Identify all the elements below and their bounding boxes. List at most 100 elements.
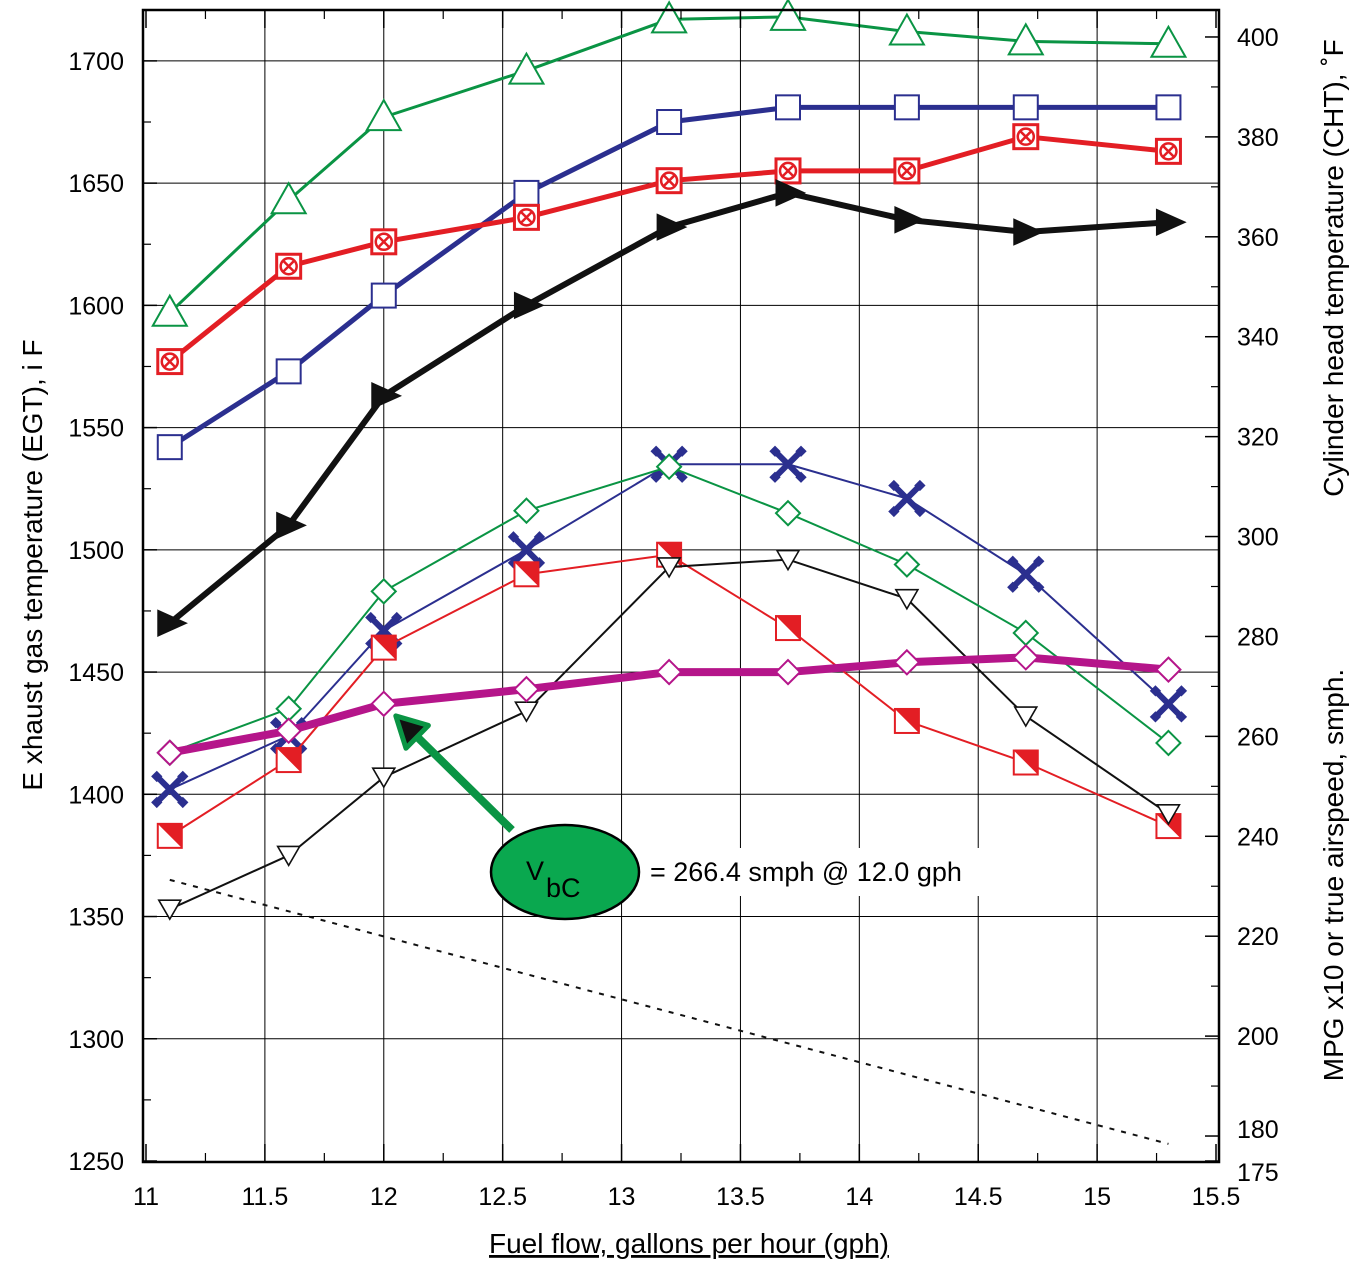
data-point	[513, 291, 545, 320]
marker-fill	[894, 708, 919, 733]
marker-x-tip	[914, 479, 926, 492]
data-point	[775, 615, 801, 642]
marker-circle	[1159, 142, 1178, 161]
data-point	[156, 434, 183, 461]
y-left-tick-label: 1300	[68, 1026, 124, 1054]
data-point	[1013, 218, 1045, 246]
y-left-tick-label: 1650	[68, 170, 124, 198]
data-point	[513, 497, 540, 525]
data-point	[1155, 94, 1182, 121]
data-point	[276, 511, 307, 540]
callout-text-background	[632, 848, 1070, 896]
marker-circle	[1016, 127, 1036, 146]
y-left-tick-label: 1450	[68, 659, 124, 687]
data-point	[156, 822, 183, 849]
marker-x-tip	[888, 479, 900, 492]
y-left-tick-label: 1500	[68, 537, 124, 565]
marker-circle	[659, 171, 679, 190]
data-point	[656, 213, 688, 241]
data-point	[371, 382, 403, 410]
data-point	[151, 293, 189, 327]
marker-x-tip	[1175, 711, 1188, 723]
data-point	[894, 588, 920, 611]
data-point	[1007, 555, 1045, 593]
data-point	[513, 561, 540, 588]
data-point	[656, 109, 683, 136]
callout-value-text: = 266.4 smph @ 12.0 gph	[650, 857, 962, 887]
marker-fill	[157, 823, 182, 848]
marker-x-tip	[1149, 685, 1162, 697]
data-point	[775, 94, 801, 121]
marker-x-tip	[769, 445, 781, 457]
marker-x-tip	[151, 770, 163, 783]
marker-circle	[279, 256, 298, 276]
y-left-tick-label: 1550	[68, 415, 124, 443]
data-point	[269, 181, 308, 215]
data-point	[275, 717, 303, 745]
y-right-tick-label: 400	[1237, 24, 1279, 52]
data-point	[1012, 749, 1039, 776]
data-point	[774, 658, 802, 686]
data-point	[894, 206, 926, 234]
data-point	[775, 549, 801, 572]
data-point	[1155, 729, 1182, 757]
data-point	[370, 634, 397, 661]
marker-circle	[897, 161, 917, 181]
data-point	[513, 675, 540, 703]
y-axis-left-title: E xhaust gas temperature (EGT), i F	[17, 339, 48, 790]
data-point	[774, 157, 802, 185]
data-point	[1155, 208, 1187, 237]
data-point	[888, 479, 926, 518]
marker-x	[163, 355, 176, 368]
plot-frame	[141, 8, 1221, 1164]
callout-v-label: V	[526, 856, 544, 886]
data-point	[371, 767, 397, 789]
data-point	[370, 577, 398, 605]
marker-circle	[374, 232, 394, 252]
y-right-tick-label: 340	[1237, 324, 1279, 352]
data-point	[370, 690, 398, 718]
data-point	[655, 167, 683, 195]
marker-x-strokes	[1153, 688, 1184, 719]
data-point	[1155, 813, 1182, 840]
data-point	[1156, 804, 1181, 826]
callout-v-subscript: bC	[546, 873, 581, 903]
data-point	[512, 203, 540, 231]
y-left-tick-label: 1600	[68, 292, 124, 320]
data-point	[370, 282, 397, 309]
marker-x-tip	[650, 445, 662, 457]
x-tick-label: 12.5	[478, 1183, 527, 1211]
callout: VbC = 266.4 smph @ 12.0 gph	[393, 713, 1070, 921]
series-cht-arrow	[157, 179, 1187, 637]
y-right-tick-label: 380	[1237, 124, 1279, 152]
series-egt-half-square	[156, 541, 1182, 849]
marker-x-tip	[1149, 711, 1162, 723]
x-tick-label: 13.5	[716, 1183, 765, 1211]
marker-x-tip	[1033, 555, 1045, 567]
data-point	[1007, 22, 1045, 56]
marker-x-tip	[1175, 685, 1188, 697]
series-cht-circle-x	[156, 123, 1182, 376]
marker-x-tip	[177, 796, 189, 809]
data-point	[769, 0, 807, 31]
series-mpg-dotted	[169, 878, 1169, 1145]
marker-x-strokes	[511, 534, 542, 565]
marker-x	[1162, 145, 1175, 158]
x-tick-label: 15	[1083, 1183, 1111, 1211]
marker-x-tip	[391, 611, 403, 624]
marker-x-strokes	[772, 449, 804, 480]
y-left-tick-label: 1700	[68, 48, 124, 76]
data-point	[893, 157, 921, 185]
marker-x-tip	[769, 471, 781, 483]
x-tick-label: 11	[133, 1183, 159, 1211]
marker-x-tip	[888, 505, 900, 518]
data-point	[655, 658, 683, 686]
data-point	[775, 179, 807, 207]
marker-x-tip	[1007, 581, 1019, 593]
y-right-tick-label: 200	[1237, 1023, 1279, 1051]
callout-arrow-shaft	[414, 734, 515, 833]
data-point	[893, 707, 920, 734]
marker-fill	[776, 616, 800, 641]
data-point	[1012, 619, 1040, 647]
